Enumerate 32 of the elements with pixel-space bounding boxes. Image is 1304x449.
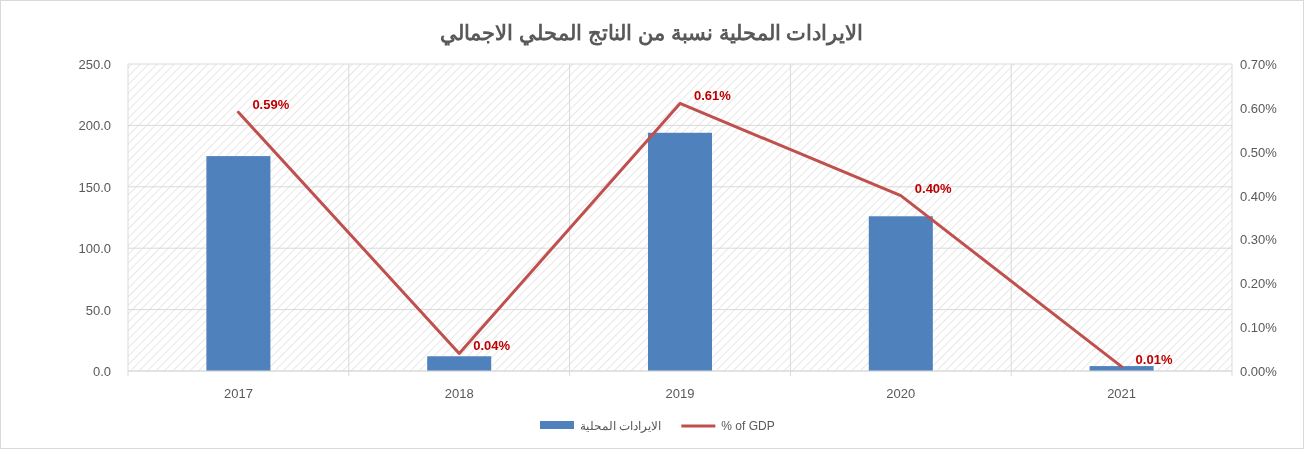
y2-tick-label: 0.10% xyxy=(1240,320,1278,336)
y-tick-label: 50.0 xyxy=(85,302,111,318)
data-label: 0.01% xyxy=(1135,351,1173,367)
legend-label: % of GDP xyxy=(721,419,775,433)
bar xyxy=(868,216,933,371)
x-tick-label: 2020 xyxy=(886,386,916,401)
legend-label: الايرادات المحلية xyxy=(580,419,662,433)
y2-tick-label: 0.00% xyxy=(1240,364,1278,379)
y-tick-label: 100.0 xyxy=(78,241,111,257)
data-label: 0.04% xyxy=(473,338,511,354)
x-tick-label: 2018 xyxy=(444,386,474,401)
data-label: 0.40% xyxy=(914,180,953,196)
y2-tick-label: 0.20% xyxy=(1240,276,1278,292)
bar xyxy=(206,156,271,371)
line-series xyxy=(236,101,1124,369)
data-label: 0.59% xyxy=(252,97,290,113)
x-tick-label: 2017 xyxy=(223,386,253,401)
y2-tick-label: 0.70% xyxy=(1240,57,1278,72)
y2-tick-label: 0.40% xyxy=(1240,188,1278,204)
y2-tick-label: 0.30% xyxy=(1240,232,1278,248)
bar xyxy=(427,356,492,371)
data-label: 0.61% xyxy=(694,88,732,104)
bar xyxy=(647,132,713,371)
chart-title: الايرادات المحلية نسبة من الناتج المحلي الاجمالي xyxy=(440,21,864,46)
y2-tick-label: 0.50% xyxy=(1240,144,1278,160)
y-tick-label: 0.0 xyxy=(92,364,111,379)
y2-tick-label: 0.60% xyxy=(1240,100,1278,116)
x-tick-label: 2021 xyxy=(1107,386,1137,401)
y-tick-label: 150.0 xyxy=(78,179,111,195)
x-tick-label: 2019 xyxy=(665,386,695,401)
y-tick-label: 200.0 xyxy=(78,118,111,134)
y-tick-label: 250.0 xyxy=(78,57,111,72)
